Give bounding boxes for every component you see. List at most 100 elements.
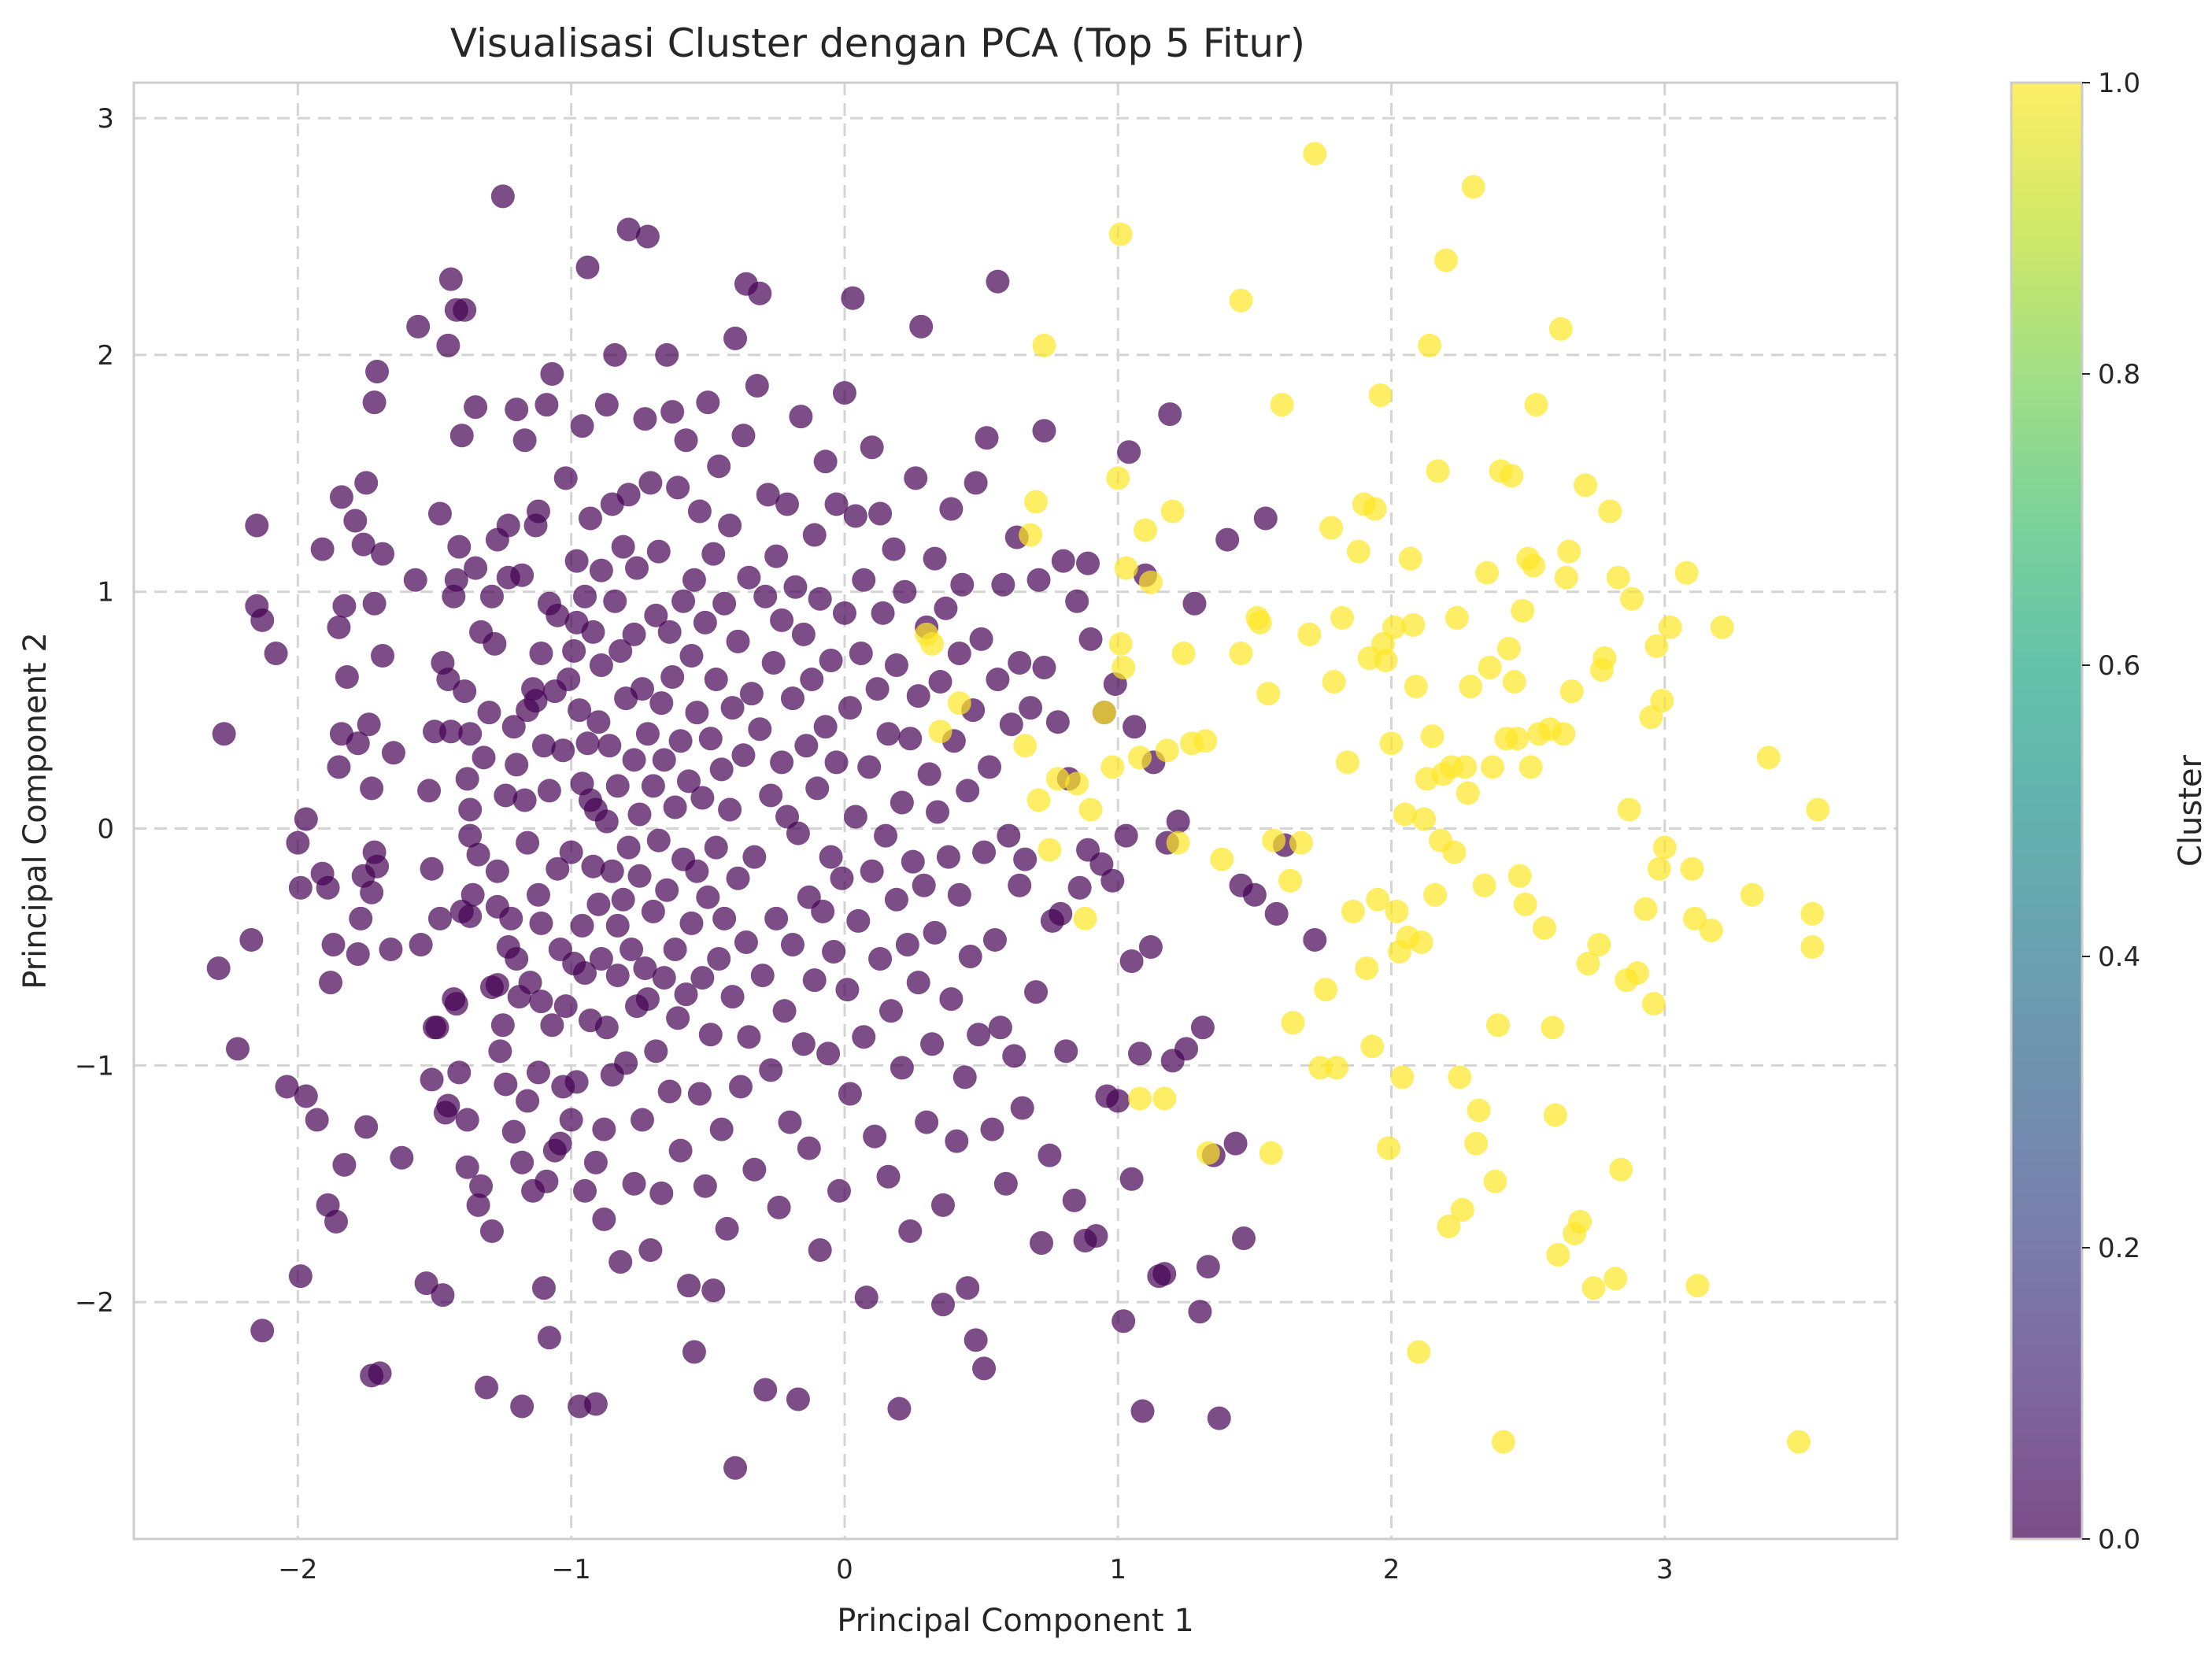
cluster-1-point	[1467, 1098, 1491, 1123]
cluster-0-point	[958, 945, 982, 968]
cluster-1-point	[1740, 882, 1764, 907]
cluster-0-point	[655, 342, 679, 367]
cluster-1-point	[1133, 518, 1157, 542]
cluster-0-point	[993, 1171, 1018, 1196]
cluster-0-point	[537, 779, 561, 803]
cluster-1-point	[1278, 868, 1303, 893]
data-points	[206, 142, 1830, 1480]
cluster-1-point	[1548, 316, 1573, 341]
cluster-0-point	[860, 859, 884, 883]
cluster-0-point	[436, 1093, 461, 1118]
cluster-0-point	[707, 454, 731, 479]
cluster-0-point	[608, 638, 633, 663]
cluster-1-point	[1382, 615, 1406, 639]
cluster-0-point	[868, 501, 893, 526]
cluster-0-point	[964, 1328, 988, 1352]
cluster-0-point	[578, 506, 602, 531]
cluster-0-point	[365, 854, 390, 879]
cluster-1-point	[1442, 840, 1467, 864]
cluster-0-point	[1008, 650, 1032, 675]
cluster-1-point	[1464, 1131, 1489, 1156]
cluster-0-point	[838, 1082, 862, 1106]
cluster-0-point	[947, 641, 971, 665]
cluster-1-point	[1398, 546, 1422, 571]
cluster-1-point	[1756, 745, 1781, 770]
cluster-1-point	[1533, 916, 1556, 940]
cluster-0-point	[1065, 589, 1089, 613]
cluster-1-point	[1038, 838, 1062, 862]
cluster-1-point	[1683, 906, 1707, 930]
cluster-0-point	[458, 904, 483, 928]
cluster-1-point	[1574, 473, 1598, 498]
cluster-0-point	[1032, 419, 1056, 443]
cluster-0-point	[294, 1084, 318, 1108]
cluster-0-point	[808, 586, 832, 611]
cluster-1-point	[1606, 565, 1630, 590]
cluster-0-point	[332, 1152, 357, 1177]
cluster-0-point	[1174, 1037, 1199, 1061]
cluster-0-point	[362, 390, 387, 415]
cluster-1-point	[1557, 539, 1581, 564]
cluster-0-point	[1128, 1041, 1152, 1066]
cluster-0-point	[447, 1060, 472, 1085]
cluster-0-point	[324, 1209, 348, 1234]
cluster-0-point	[816, 1041, 841, 1066]
cluster-0-point	[676, 769, 701, 794]
cluster-1-point	[1518, 755, 1543, 779]
cluster-1-point	[1478, 656, 1502, 680]
cluster-0-point	[712, 906, 737, 930]
cluster-0-point	[764, 906, 789, 930]
cluster-0-point	[748, 717, 772, 742]
cluster-0-point	[581, 620, 605, 644]
cluster-0-point	[488, 1039, 512, 1064]
cluster-0-point	[381, 741, 405, 765]
cluster-0-point	[479, 1219, 504, 1243]
cluster-0-point	[991, 572, 1015, 597]
cluster-0-point	[414, 1271, 438, 1296]
cluster-1-point	[1155, 738, 1179, 763]
cluster-0-point	[540, 1013, 564, 1038]
cluster-1-point	[1626, 961, 1650, 986]
cluster-0-point	[559, 840, 583, 864]
cluster-0-point	[860, 435, 884, 460]
cluster-1-point	[1513, 892, 1537, 916]
cluster-0-point	[737, 565, 761, 590]
cluster-0-point	[890, 1056, 914, 1080]
cluster-1-point	[1511, 598, 1535, 623]
cluster-0-point	[605, 913, 630, 938]
cluster-0-point	[458, 797, 483, 822]
cluster-1-point	[1024, 490, 1049, 514]
cluster-1-point	[1552, 722, 1576, 746]
cluster-1-point	[1461, 175, 1485, 199]
cluster-0-point	[427, 501, 452, 526]
cluster-1-point	[1652, 835, 1677, 860]
cluster-0-point	[671, 589, 696, 613]
cluster-0-point	[687, 499, 712, 523]
cluster-0-point	[666, 475, 690, 500]
cluster-1-point	[1475, 560, 1500, 585]
cluster-1-point	[1019, 523, 1043, 547]
cluster-1-point	[1065, 771, 1089, 796]
cluster-0-point	[633, 407, 657, 431]
cluster-0-point	[701, 1278, 726, 1303]
cluster-0-point	[745, 374, 769, 398]
cluster-0-point	[540, 362, 564, 386]
cluster-1-point	[1423, 882, 1448, 907]
cluster-0-point	[455, 1155, 479, 1179]
cluster-0-point	[786, 821, 810, 845]
cluster-1-point	[1644, 634, 1669, 658]
cluster-1-point	[1078, 797, 1103, 822]
cluster-0-point	[531, 734, 556, 758]
cluster-1-point	[1259, 1141, 1283, 1165]
cluster-0-point	[505, 947, 529, 971]
cluster-0-point	[516, 830, 540, 855]
chart-title: Visualisasi Cluster dengan PCA (Top 5 Fi…	[450, 20, 1305, 66]
cluster-1-point	[1412, 807, 1437, 831]
cluster-1-point	[1303, 142, 1327, 166]
cluster-0-point	[475, 1375, 498, 1400]
cluster-0-point	[390, 1145, 414, 1170]
cluster-0-point	[857, 755, 882, 779]
cluster-0-point	[409, 932, 433, 956]
cluster-1-point	[1114, 556, 1138, 580]
cluster-0-point	[512, 788, 537, 812]
